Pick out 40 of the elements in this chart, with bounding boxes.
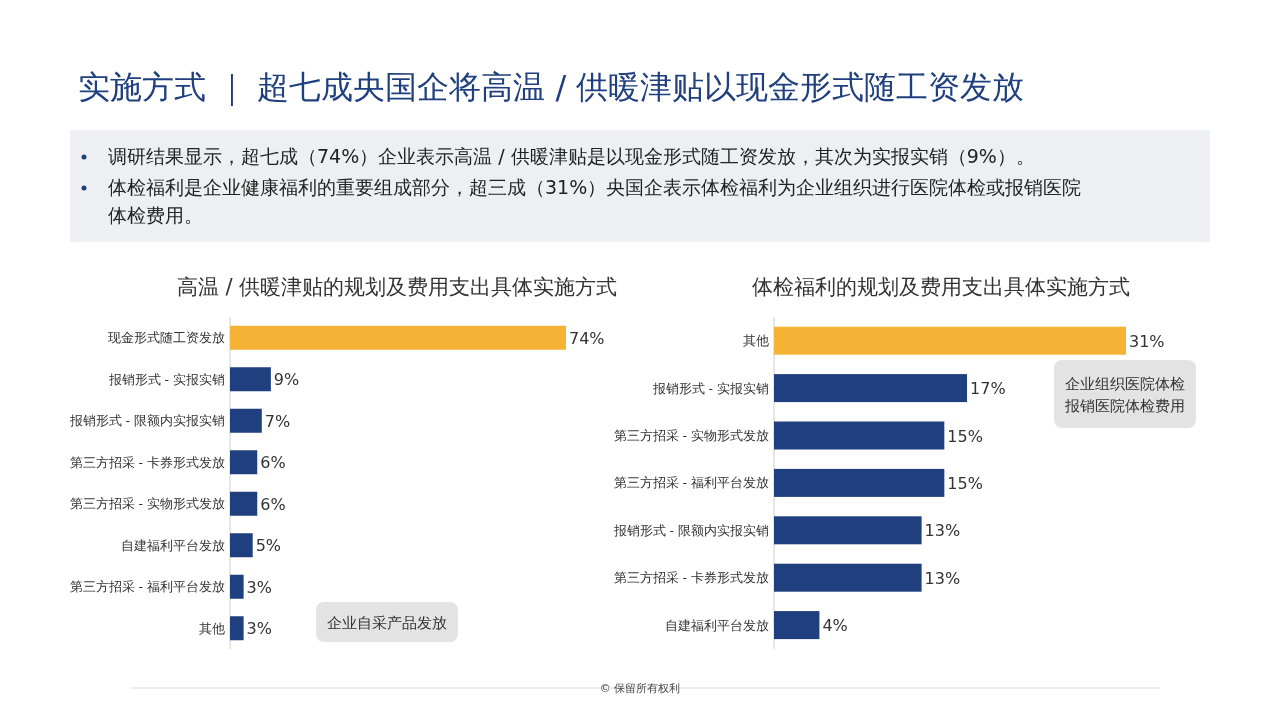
y-tick-label: 第三方招采 - 实物形式发放 xyxy=(69,496,225,512)
y-tick-label: 自建福利平台发放 xyxy=(121,537,225,553)
y-tick-label: 自建福利平台发放 xyxy=(665,617,769,633)
y-tick-label: 第三方招采 - 福利平台发放 xyxy=(613,475,769,491)
data-label: 13% xyxy=(924,568,961,588)
y-tick-label: 报销形式 - 限额内实报实销 xyxy=(612,522,769,538)
y-tick-label: 现金形式随工资发放 xyxy=(108,330,225,346)
chart-title: 高温 / 供暖津贴的规划及费用支出具体实施方式 xyxy=(176,275,618,299)
y-tick-label: 报销形式 - 限额内实报实销 xyxy=(68,413,225,429)
text: 调研结果显示，超七成（74%）企业表示高温 / 供暖津贴是以现金形式随工资发放，其次为实报实销（9%）。 xyxy=(108,145,1035,167)
y-tick-label: 第三方招采 - 实物形式发放 xyxy=(613,428,769,443)
data-label: 6% xyxy=(260,494,286,514)
data-label: 13% xyxy=(924,521,961,541)
data-label: 5% xyxy=(255,536,282,556)
y-tick-label: 其他 xyxy=(199,620,225,636)
data-label: 17% xyxy=(970,379,1006,399)
data-label: 6% xyxy=(260,453,286,473)
data-label: 74% xyxy=(569,328,605,348)
data-label: 4% xyxy=(822,616,848,636)
annotation: 企业组织医院体检报销医院体检费用 xyxy=(1064,375,1185,415)
y-tick-label: 报销形式 - 实报实销 xyxy=(651,380,769,396)
data-label: 3% xyxy=(246,577,273,597)
y-tick-label: 第三方招采 - 福利平台发放 xyxy=(69,579,225,595)
note: 企业自采产品发放 xyxy=(316,602,458,642)
data-label: 9% xyxy=(273,370,300,390)
data-label: 15% xyxy=(947,473,983,493)
text: © 保留所有权利 xyxy=(599,682,681,695)
text: 实施方式 ｜ 超七成央国企将高温 / 供暖津贴以现金形式随工资发放 xyxy=(78,68,1025,106)
y-tick-label: 其他 xyxy=(743,333,769,349)
annotation: 企业自采产品发放 xyxy=(327,614,447,632)
y-tick-label: 第三方招采 - 卡券形式发放 xyxy=(613,570,769,586)
data-label: 3% xyxy=(246,619,273,639)
y-tick-label: 报销形式 - 实报实销 xyxy=(107,371,225,387)
data-label: 15% xyxy=(947,426,983,446)
data-label: 31% xyxy=(1129,331,1165,351)
chart-title: 体检福利的规划及费用支出具体实施方式 xyxy=(752,275,1130,299)
note: 企业组织医院体检报销医院体检费用 xyxy=(1054,360,1196,428)
text: 体检福利是企业健康福利的重要组成部分，超三成（31%）央国企表示体检福利为企业组织进行医院体检或报销医院体检费用。 xyxy=(108,176,1082,226)
y-tick-label: 第三方招采 - 卡券形式发放 xyxy=(69,454,225,470)
data-label: 7% xyxy=(264,411,291,431)
